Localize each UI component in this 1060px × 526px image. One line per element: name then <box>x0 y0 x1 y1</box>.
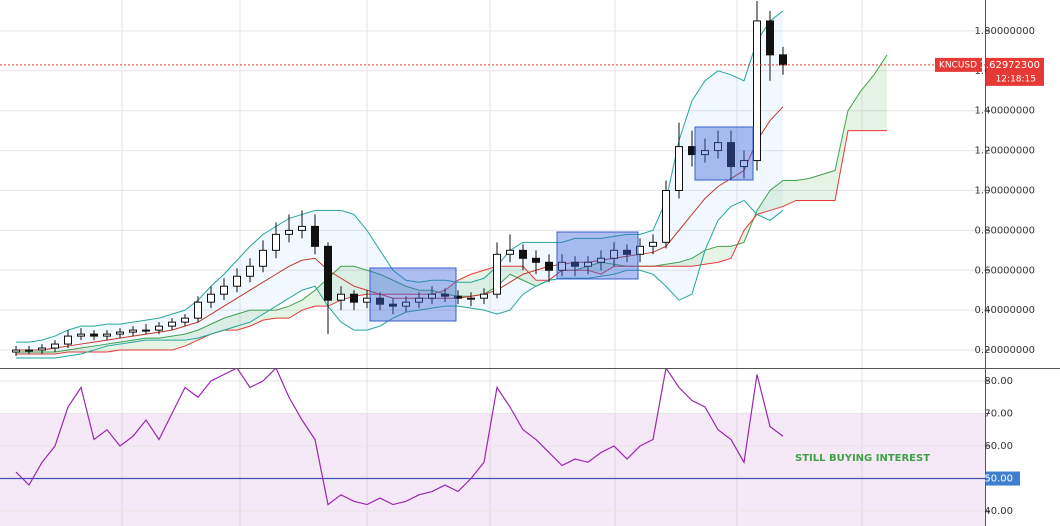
bollinger-fill <box>16 10 783 359</box>
marker-label: 50.00 <box>984 474 1013 485</box>
cloud-span-a <box>16 54 888 353</box>
candle-body <box>350 293 358 303</box>
candle-body <box>740 160 748 168</box>
candle-body <box>298 225 306 231</box>
candle-body <box>571 261 579 267</box>
candle-body <box>181 317 189 323</box>
y-tick-label: 0.60000000 <box>975 265 1035 276</box>
price-pane <box>0 0 985 359</box>
symbol-badge <box>935 57 982 72</box>
candle-body <box>649 241 657 247</box>
candle-body <box>311 225 319 247</box>
rsi-line <box>15 369 784 506</box>
bollinger-lower <box>16 199 784 359</box>
candle-body <box>714 142 722 152</box>
candle-body <box>12 349 20 353</box>
y-tick-label: 1.00000000 <box>975 185 1035 196</box>
y-tick-label: 70.00 <box>984 409 1013 420</box>
y-tick-label: 60.00 <box>984 441 1013 452</box>
candle-body <box>467 297 475 300</box>
candle-body <box>363 297 371 303</box>
candle-body <box>389 303 397 307</box>
candle-body <box>584 261 592 267</box>
candle-body <box>675 146 683 191</box>
candle-body <box>51 343 59 349</box>
y-tick-label: 1.40000000 <box>975 106 1035 117</box>
y-tick-label: 1.20000000 <box>975 146 1035 157</box>
marker-badge <box>986 471 1020 486</box>
candle-body <box>727 142 735 168</box>
cloud-span-b <box>16 130 887 355</box>
vertical-grid <box>121 0 863 526</box>
candle-body <box>662 189 670 243</box>
y-tick-label: 40.00 <box>984 506 1013 517</box>
candle-body <box>233 275 241 287</box>
candle-body <box>194 301 202 319</box>
cloud-fill <box>16 54 887 355</box>
candle-body <box>779 54 787 66</box>
candle-body <box>272 233 280 251</box>
candle-body <box>155 325 163 331</box>
candle-body <box>480 293 488 299</box>
candle-body <box>246 265 254 277</box>
y-tick-label: 0.40000000 <box>975 305 1035 316</box>
candle-body <box>103 333 111 337</box>
y-tick-label: 1.80000000 <box>975 26 1035 37</box>
annotation: STILL BUYING INTEREST <box>795 453 930 464</box>
rsi-pane: STILL BUYING INTEREST <box>0 369 985 526</box>
candle-body <box>753 20 761 162</box>
candle-body <box>142 329 150 332</box>
highlight-box <box>556 231 639 280</box>
candle-body <box>207 293 215 303</box>
candle-body <box>636 245 644 255</box>
candle-body <box>259 249 267 267</box>
candle-body <box>597 257 605 263</box>
highlight-boxes <box>369 126 754 322</box>
candle-body <box>376 297 384 305</box>
highlight-box <box>694 126 754 181</box>
candle-body <box>506 249 514 255</box>
candle-body <box>428 293 436 299</box>
candle-body <box>493 253 501 295</box>
candle-body <box>454 295 462 299</box>
symbol-label: KNCUSD <box>939 60 977 70</box>
candle-body <box>168 321 176 327</box>
price-badge <box>986 57 1044 86</box>
candle-body <box>129 329 137 333</box>
candle-body <box>90 333 98 337</box>
bollinger-upper <box>16 10 784 343</box>
candle-body <box>545 261 553 271</box>
candle-body <box>77 333 85 337</box>
candle-body <box>25 349 33 352</box>
candle-body <box>402 301 410 307</box>
y-tick-label: 0.20000000 <box>975 345 1035 356</box>
candle-body <box>441 293 449 297</box>
candle-body <box>337 293 345 301</box>
rsi-band <box>0 413 985 526</box>
candle-body <box>519 249 527 259</box>
candle-body <box>415 297 423 303</box>
candle-body <box>285 229 293 235</box>
candle-body <box>766 20 774 56</box>
candle-body <box>324 245 332 301</box>
candle-body <box>38 347 46 351</box>
candle-body <box>623 249 631 255</box>
bollinger-basis <box>16 106 784 351</box>
y-tick-label: 0.80000000 <box>975 225 1035 236</box>
candle-body <box>64 335 72 345</box>
candle-body <box>116 331 124 335</box>
axes: 0.20000000 0.40000000 0.60000000 0.80000000… <box>935 26 1044 517</box>
y-tick-label: 80.00 <box>984 376 1013 387</box>
candle-body <box>220 285 228 295</box>
candle-body <box>688 146 696 156</box>
countdown-label: 12:18:15 <box>996 74 1036 84</box>
candle-body <box>532 257 540 263</box>
last-price-label: 1.62972300 <box>980 60 1040 71</box>
candle-body <box>610 249 618 259</box>
candle-body <box>558 261 566 271</box>
highlight-box <box>369 267 457 322</box>
candle-body <box>701 150 709 156</box>
